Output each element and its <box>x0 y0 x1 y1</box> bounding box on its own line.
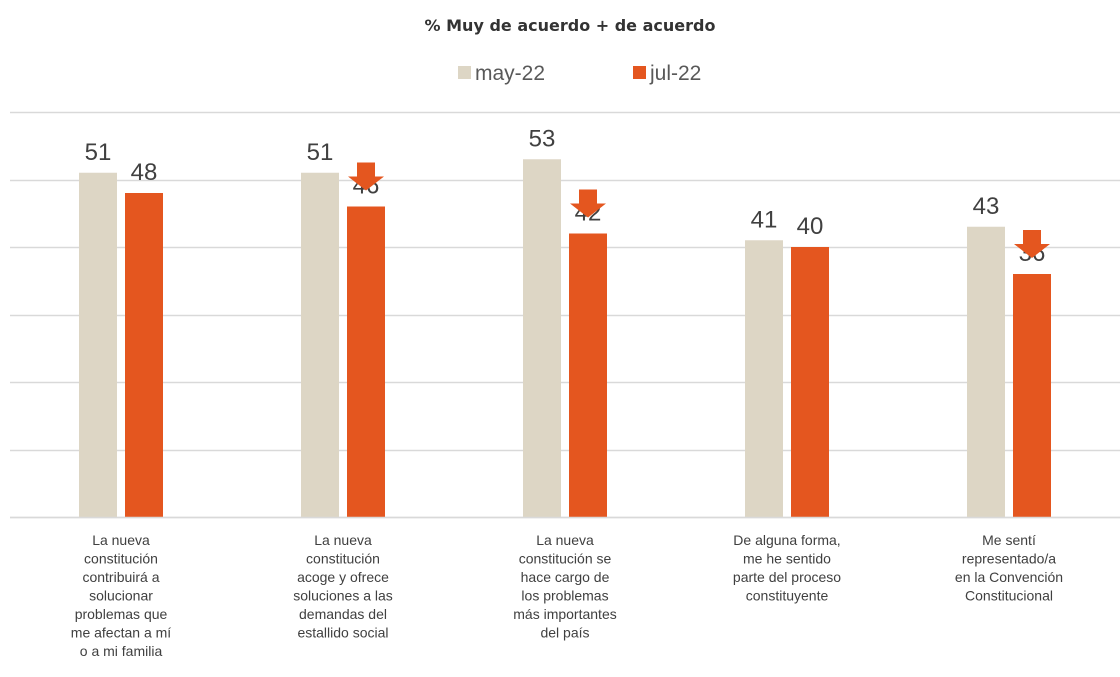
decline-arrow-icon <box>348 162 384 191</box>
bar-jul-22-4 <box>791 247 829 517</box>
bar-jul-22-1 <box>125 193 163 517</box>
data-label-jul-22-4: 40 <box>797 213 824 240</box>
bar-may-22-4 <box>745 240 783 517</box>
category-label-3: La nueva constitución se hace cargo de los … <box>513 532 616 641</box>
bar-may-22-3 <box>523 159 561 517</box>
legend-swatch-jul-22 <box>633 66 646 79</box>
bar-may-22-1 <box>79 172 117 517</box>
category-label-1: La nueva constitución contribuirá a solucio… <box>71 532 171 659</box>
data-label-may-22-3: 53 <box>529 125 556 152</box>
bar-jul-22-2 <box>347 206 385 517</box>
legend-item-may-22: may-22 <box>458 62 545 86</box>
bar-may-22-2 <box>301 172 339 517</box>
data-label-may-22-4: 41 <box>751 206 778 233</box>
legend-item-jul-22: jul-22 <box>633 62 701 86</box>
data-label-may-22-2: 51 <box>307 139 334 166</box>
data-label-may-22-1: 51 <box>85 139 112 166</box>
bar-jul-22-5 <box>1013 274 1051 517</box>
data-label-jul-22-1: 48 <box>131 159 158 186</box>
category-label-5: Me sentí representado/a en la Convención Co… <box>955 532 1063 604</box>
decline-arrow-icon <box>1014 230 1050 258</box>
legend-label-may-22: may-22 <box>475 62 546 85</box>
category-label-2: La nueva constitución acoge y ofrece soluci… <box>293 532 393 641</box>
legend-swatch-may-22 <box>458 66 471 79</box>
decline-arrow-icon <box>570 189 606 218</box>
legend-label-jul-22: jul-22 <box>650 62 702 85</box>
bar-may-22-5 <box>967 226 1005 517</box>
bar-jul-22-3 <box>569 233 607 517</box>
chart-title: % Muy de acuerdo + de acuerdo <box>424 16 716 35</box>
data-label-may-22-5: 43 <box>973 193 1000 220</box>
category-label-4: De alguna forma, me he sentido parte del p… <box>733 532 841 604</box>
